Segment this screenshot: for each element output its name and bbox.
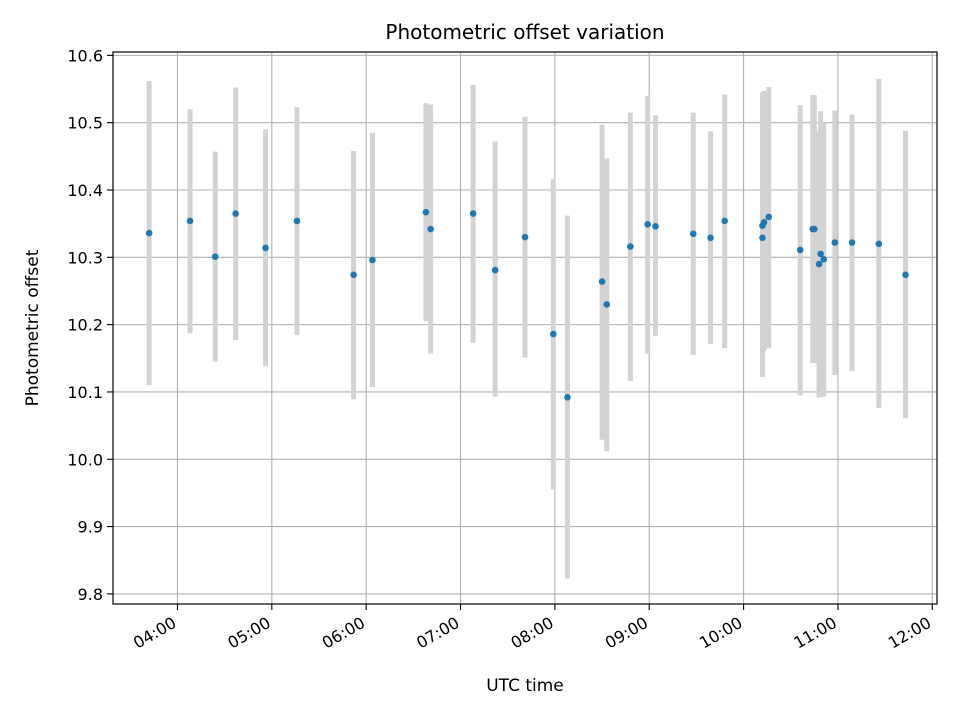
- y-tick-label: 10.2: [67, 316, 103, 335]
- data-point: [564, 394, 571, 401]
- y-tick-label: 10.3: [67, 248, 103, 267]
- data-point: [902, 271, 909, 279]
- data-point: [875, 240, 883, 248]
- data-point: [262, 244, 269, 252]
- data-point: [232, 210, 239, 217]
- y-tick-label: 10.0: [67, 450, 103, 469]
- plot-frame: [112, 51, 938, 605]
- data-point: [211, 253, 219, 260]
- data-point: [521, 233, 529, 241]
- y-tick-label: 10.1: [67, 383, 103, 402]
- data-point: [491, 266, 499, 274]
- data-point: [469, 210, 477, 217]
- data-point: [293, 217, 301, 225]
- data-point: [831, 239, 839, 246]
- data-point: [721, 217, 729, 225]
- data-point: [186, 217, 194, 225]
- x-axis-label: UTC time: [486, 676, 564, 696]
- data-point: [350, 271, 357, 279]
- y-tick-label: 10.6: [67, 46, 103, 65]
- data-point: [422, 208, 430, 216]
- data-point: [765, 213, 773, 221]
- data-point: [627, 243, 634, 250]
- data-point: [550, 330, 557, 338]
- data-point: [644, 221, 651, 228]
- y-tick-label: 10.4: [67, 181, 103, 200]
- data-point: [817, 250, 824, 258]
- data-point: [369, 256, 376, 264]
- y-tick-label: 9.8: [78, 585, 103, 604]
- y-tick-label: 10.5: [67, 114, 103, 133]
- y-tick-label: 9.9: [78, 518, 103, 537]
- data-point: [427, 225, 434, 233]
- y-axis-label: Photometric offset: [23, 249, 43, 406]
- y-axis-ticks: 9.8 9.9 10.0 10.1 10.2 10.3 10.4 10.5 10.6: [67, 46, 113, 604]
- data-point: [652, 223, 659, 230]
- data-point: [811, 225, 818, 233]
- data-point: [796, 246, 804, 254]
- data-point: [603, 301, 611, 308]
- data-point: [820, 256, 828, 263]
- data-point: [848, 239, 856, 246]
- data-point: [759, 234, 766, 242]
- data-point: [145, 229, 153, 237]
- data-points: [145, 208, 909, 401]
- data-point: [815, 260, 823, 268]
- data-point: [760, 219, 768, 226]
- data-point: [689, 230, 697, 238]
- data-point: [707, 234, 714, 242]
- chart-title: Photometric offset variation: [385, 20, 664, 44]
- data-point: [598, 278, 606, 285]
